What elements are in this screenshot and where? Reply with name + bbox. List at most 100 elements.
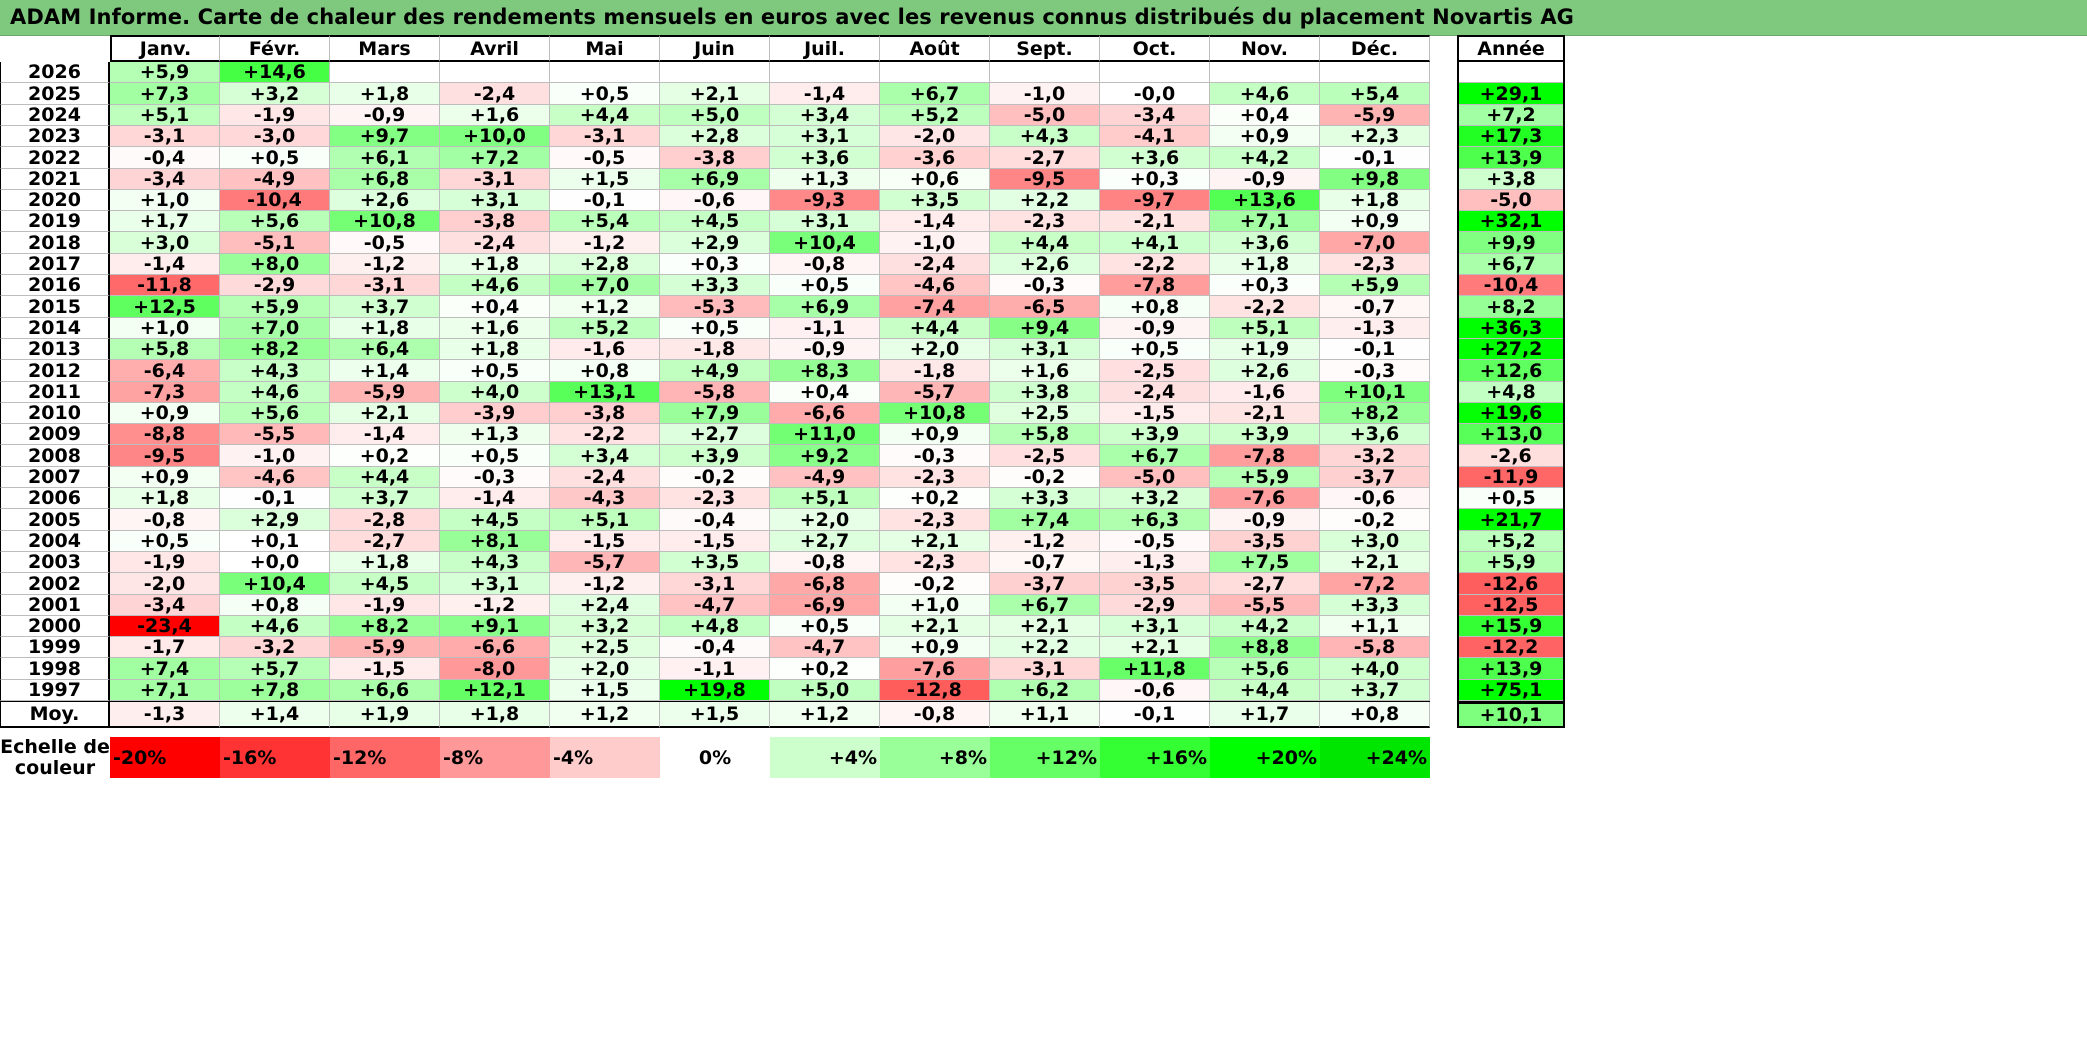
color-scale-step: -20% bbox=[110, 737, 220, 778]
heatmap-cell: -3,7 bbox=[1320, 466, 1430, 488]
heatmap-cell: +14,6 bbox=[220, 61, 330, 83]
heatmap-cell: +3,9 bbox=[660, 445, 770, 467]
heatmap-cell: +3,9 bbox=[1100, 423, 1210, 445]
year-label: 2011 bbox=[0, 381, 110, 403]
annual-cell: -12,2 bbox=[1457, 636, 1565, 658]
heatmap-cell: -2,5 bbox=[990, 445, 1100, 467]
heatmap-cell: +8,2 bbox=[1320, 402, 1430, 424]
heatmap-cell: +4,2 bbox=[1210, 615, 1320, 637]
heatmap-cell bbox=[1210, 62, 1320, 83]
heatmap-cell: +4,4 bbox=[1210, 679, 1320, 701]
heatmap-cell: +2,7 bbox=[770, 530, 880, 552]
annual-cell: +36,3 bbox=[1457, 317, 1565, 339]
heatmap-cell: -2,4 bbox=[440, 83, 550, 105]
heatmap-cell: +6,3 bbox=[1100, 509, 1210, 531]
heatmap-cell: +5,0 bbox=[770, 679, 880, 701]
heatmap-cell bbox=[770, 62, 880, 83]
heatmap-cell: -3,6 bbox=[880, 147, 990, 169]
heatmap-cell: +7,1 bbox=[1210, 210, 1320, 232]
heatmap-cell: -0,9 bbox=[770, 338, 880, 360]
annual-cell: +12,6 bbox=[1457, 360, 1565, 382]
average-cell: +1,1 bbox=[990, 702, 1100, 728]
heatmap-cell: -1,6 bbox=[550, 338, 660, 360]
heatmap-cell: -0,2 bbox=[990, 466, 1100, 488]
heatmap-cell: -1,6 bbox=[1210, 381, 1320, 403]
heatmap-cell: -6,9 bbox=[770, 594, 880, 616]
month-header: Oct. bbox=[1100, 35, 1210, 62]
heatmap-cell: +4,4 bbox=[330, 466, 440, 488]
heatmap-cell: +5,6 bbox=[220, 210, 330, 232]
heatmap-cell: +8,3 bbox=[770, 360, 880, 382]
heatmap-cell: +5,9 bbox=[220, 296, 330, 318]
heatmap-cell: -0,4 bbox=[660, 636, 770, 658]
heatmap-cell: -1,8 bbox=[660, 338, 770, 360]
heatmap-cell: -5,7 bbox=[880, 381, 990, 403]
heatmap-cell: +2,6 bbox=[990, 253, 1100, 275]
annual-cell: +29,1 bbox=[1457, 83, 1565, 105]
heatmap-cell: +13,6 bbox=[1210, 189, 1320, 211]
heatmap-cell: -0,3 bbox=[990, 274, 1100, 296]
heatmap-cell: -0,6 bbox=[660, 189, 770, 211]
heatmap-cell: -2,2 bbox=[550, 423, 660, 445]
heatmap-cell: -2,3 bbox=[880, 551, 990, 573]
heatmap-cell: -7,6 bbox=[1210, 487, 1320, 509]
heatmap-cell: +1,6 bbox=[990, 360, 1100, 382]
heatmap-cell: +7,8 bbox=[220, 679, 330, 701]
heatmap-cell: -0,6 bbox=[1320, 487, 1430, 509]
heatmap-cell: -0,1 bbox=[220, 487, 330, 509]
heatmap-cell: +3,4 bbox=[550, 445, 660, 467]
heatmap-cell: +0,5 bbox=[220, 147, 330, 169]
month-header: Juin bbox=[660, 35, 770, 62]
chart-title: ADAM Informe. Carte de chaleur des rende… bbox=[10, 5, 1575, 29]
annual-cell: +8,2 bbox=[1457, 296, 1565, 318]
heatmap-cell: +1,2 bbox=[550, 296, 660, 318]
heatmap-cell: +1,5 bbox=[550, 679, 660, 701]
heatmap-cell: +6,7 bbox=[990, 594, 1100, 616]
heatmap-cell: -3,9 bbox=[440, 402, 550, 424]
year-label: 2012 bbox=[0, 360, 110, 382]
annual-cell: +5,2 bbox=[1457, 530, 1565, 552]
heatmap-cell: +3,1 bbox=[990, 338, 1100, 360]
heatmap-cell: +9,4 bbox=[990, 317, 1100, 339]
annual-cell: +27,2 bbox=[1457, 338, 1565, 360]
year-label: 1997 bbox=[0, 679, 110, 701]
heatmap-cell: -5,5 bbox=[220, 423, 330, 445]
heatmap-cell: +3,7 bbox=[330, 487, 440, 509]
heatmap-cell: -1,2 bbox=[440, 594, 550, 616]
heatmap-cell: +0,9 bbox=[880, 423, 990, 445]
heatmap-cell: -1,7 bbox=[110, 636, 220, 658]
heatmap-cell: +2,6 bbox=[1210, 360, 1320, 382]
heatmap-cell: +1,5 bbox=[550, 168, 660, 190]
heatmap-cell: -1,3 bbox=[1100, 551, 1210, 573]
heatmap-cell: +5,6 bbox=[220, 402, 330, 424]
heatmap-cell: +3,2 bbox=[1100, 487, 1210, 509]
heatmap-cell: -1,4 bbox=[110, 253, 220, 275]
heatmap-cell: -1,5 bbox=[550, 530, 660, 552]
heatmap-cell: +1,8 bbox=[330, 551, 440, 573]
heatmap-cell: +1,8 bbox=[440, 253, 550, 275]
heatmap-cell: -0,2 bbox=[880, 573, 990, 595]
heatmap-cell: +6,8 bbox=[330, 168, 440, 190]
heatmap-cell: +2,8 bbox=[660, 125, 770, 147]
heatmap-cell: +5,2 bbox=[880, 104, 990, 126]
heatmap-cell: +10,8 bbox=[330, 210, 440, 232]
heatmap-cell: +0,8 bbox=[550, 360, 660, 382]
annual-cell: +13,0 bbox=[1457, 423, 1565, 445]
color-scale-label-line1: Echelle de bbox=[0, 735, 110, 758]
heatmap-cell: +7,9 bbox=[660, 402, 770, 424]
heatmap-cell: -7,8 bbox=[1100, 274, 1210, 296]
year-label: 2014 bbox=[0, 317, 110, 339]
heatmap-cell bbox=[440, 62, 550, 83]
heatmap-cell: +0,9 bbox=[110, 402, 220, 424]
heatmap-cell: +0,9 bbox=[1320, 210, 1430, 232]
heatmap-cell: +7,4 bbox=[990, 509, 1100, 531]
heatmap-cell: -0,1 bbox=[1320, 147, 1430, 169]
heatmap-cell: +3,2 bbox=[220, 83, 330, 105]
heatmap-cell: +1,1 bbox=[1320, 615, 1430, 637]
month-header: Mars bbox=[330, 35, 440, 62]
heatmap-cell: +3,5 bbox=[660, 551, 770, 573]
year-label: 2005 bbox=[0, 509, 110, 531]
annual-header: Année bbox=[1457, 35, 1565, 62]
heatmap-cell: -3,4 bbox=[1100, 104, 1210, 126]
heatmap-cell: +3,3 bbox=[990, 487, 1100, 509]
